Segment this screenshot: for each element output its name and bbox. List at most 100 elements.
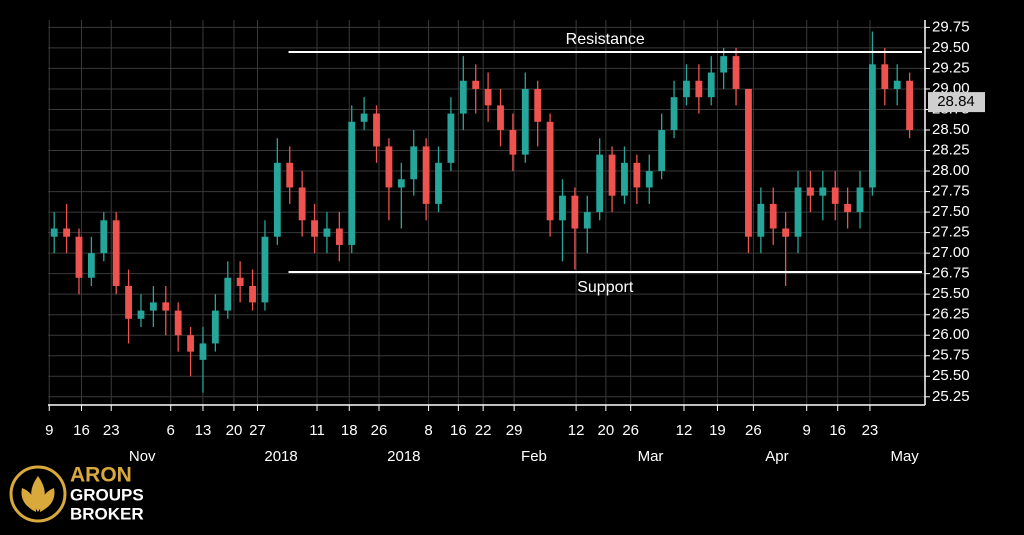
candle-body	[732, 56, 740, 89]
x-tick-label: 12	[676, 422, 693, 439]
candle-body	[87, 253, 95, 278]
y-tick-label: 27.00	[932, 244, 970, 261]
candle-body	[335, 228, 343, 245]
candle-body	[621, 162, 628, 196]
price-tag	[928, 92, 985, 113]
candle-body	[670, 97, 678, 130]
candle-body	[782, 228, 790, 237]
candle-body	[571, 195, 579, 229]
candle-body	[720, 56, 728, 73]
candle-body	[769, 203, 777, 229]
level-label: Resistance	[566, 31, 645, 48]
candle-body	[187, 335, 194, 352]
y-tick-label: 28.50	[932, 121, 970, 138]
candle-body	[261, 236, 269, 303]
x-period-label: Nov	[129, 448, 156, 465]
y-tick-label: 26.75	[932, 265, 970, 282]
candle-body	[348, 121, 356, 245]
candle-body	[906, 80, 914, 130]
x-period-label: 2018	[387, 448, 420, 465]
y-tick-label: 25.50	[932, 285, 970, 302]
candle-body	[447, 113, 455, 163]
y-tick-label: 27.25	[932, 224, 970, 241]
y-tick-label: 25.25	[932, 388, 970, 405]
candle-body	[298, 187, 306, 221]
candle-body	[819, 187, 827, 196]
candle-body	[881, 64, 889, 89]
candle-body	[459, 80, 467, 114]
candle-body	[844, 203, 852, 213]
x-tick-label: 23	[103, 422, 120, 439]
logo-leaf	[21, 488, 36, 512]
x-tick-label: 23	[862, 422, 879, 439]
candle-body	[497, 105, 504, 130]
candle-body	[546, 121, 554, 221]
candle-body	[323, 228, 331, 237]
x-period-label: May	[890, 448, 919, 465]
candle-body	[645, 171, 653, 188]
candle-body	[211, 310, 219, 344]
candle-body	[559, 195, 566, 221]
candle-body	[435, 162, 442, 204]
x-tick-label: 18	[341, 422, 358, 439]
x-tick-label: 12	[568, 422, 585, 439]
logo-text: ARON	[70, 464, 132, 487]
candle-body	[273, 162, 281, 237]
x-period-label: Feb	[521, 448, 547, 465]
x-tick-label: 27	[249, 422, 266, 439]
candle-body	[608, 154, 616, 196]
x-tick-label: 8	[424, 422, 432, 439]
candle-body	[707, 72, 715, 98]
candle-body	[757, 203, 765, 237]
x-tick-label: 9	[45, 422, 53, 439]
logo-ring	[9, 465, 67, 523]
x-tick-label: 16	[450, 422, 467, 439]
x-tick-label: 19	[709, 422, 726, 439]
y-tick-label: 26.25	[932, 306, 970, 323]
candle-body	[807, 187, 814, 196]
candle-body	[224, 277, 232, 311]
level-label: Support	[577, 279, 634, 296]
x-tick-label: 13	[195, 422, 212, 439]
candle-body	[125, 285, 132, 319]
x-tick-label: 20	[598, 422, 615, 439]
y-tick-label: 29.25	[932, 59, 970, 76]
candle-body	[63, 228, 71, 237]
candle-body	[236, 277, 244, 286]
candle-body	[50, 228, 58, 237]
candle-body	[583, 212, 591, 229]
candle-body	[472, 80, 480, 89]
candle-body	[521, 88, 529, 155]
candle-body	[831, 187, 839, 204]
candle-body	[484, 88, 492, 106]
x-tick-label: 16	[829, 422, 846, 439]
logo-leaf	[40, 488, 55, 512]
y-tick-label: 26.00	[932, 326, 970, 343]
candle-body	[112, 220, 120, 286]
candle-body	[162, 302, 170, 311]
candle-body	[397, 179, 405, 188]
candle-body	[695, 80, 703, 98]
candle-body	[658, 130, 666, 172]
candle-body	[893, 80, 901, 89]
x-period-label: Apr	[765, 448, 788, 465]
candle-body	[286, 162, 294, 188]
x-tick-label: 26	[371, 422, 388, 439]
x-tick-label: 9	[803, 422, 811, 439]
candle-body	[174, 310, 182, 336]
y-tick-label: 28.00	[932, 162, 970, 179]
x-tick-label: 26	[622, 422, 639, 439]
y-tick-label: 25.75	[932, 347, 970, 364]
x-tick-label: 20	[226, 422, 243, 439]
candle-body	[75, 236, 83, 278]
x-tick-label: 22	[475, 422, 492, 439]
candle-body	[385, 146, 393, 188]
y-tick-label: 27.75	[932, 183, 970, 200]
candle-body	[249, 285, 256, 303]
logo: ARON GROUPS BROKER	[9, 464, 144, 523]
price-tag-label: 28.84	[937, 93, 975, 110]
y-tick-label: 28.25	[932, 141, 970, 158]
x-tick-label: 26	[745, 422, 762, 439]
candle-body	[534, 88, 542, 122]
